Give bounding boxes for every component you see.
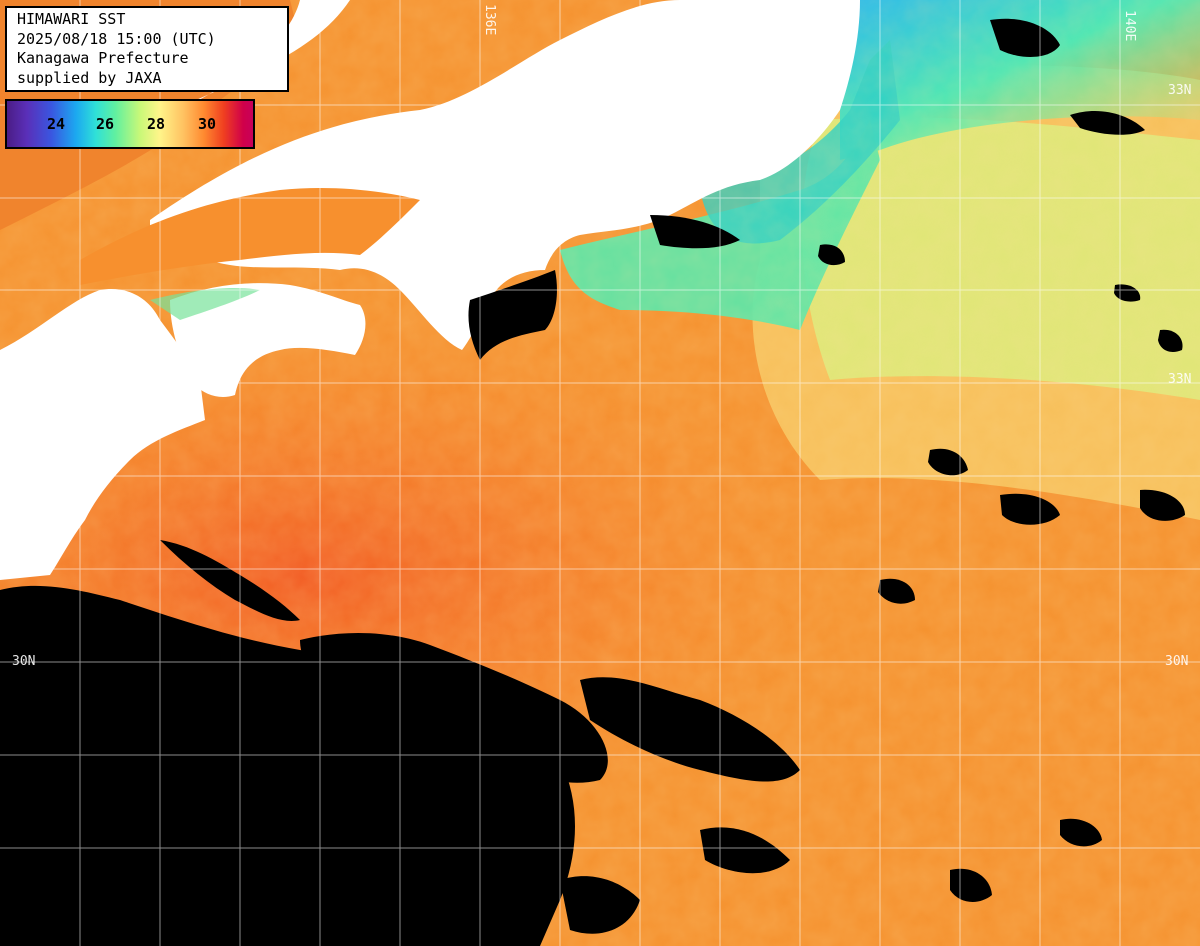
grid-label-33n-top-right: 33N bbox=[1168, 83, 1192, 98]
grid-label-140e: 140E bbox=[1122, 10, 1137, 42]
region-line: Kanagawa Prefecture bbox=[17, 49, 189, 67]
grid-label-30n-left: 30N bbox=[12, 654, 36, 669]
land-honshu bbox=[150, 0, 860, 350]
legend-tick-30: 30 bbox=[198, 115, 217, 133]
grid-label-136e: 136E bbox=[482, 4, 497, 36]
land-kyushu-north bbox=[0, 289, 205, 580]
legend-tick-24: 24 bbox=[47, 115, 66, 133]
grid-label-33n-right: 33N bbox=[1168, 372, 1192, 387]
no-data-clouds bbox=[0, 18, 1185, 946]
japan-sea-land-white bbox=[60, 0, 350, 150]
datetime-line: 2025/08/18 15:00 (UTC) bbox=[17, 29, 216, 48]
credit-line: supplied by JAXA bbox=[17, 68, 162, 87]
setouchi-green bbox=[150, 288, 260, 320]
legend-tick-28: 28 bbox=[147, 115, 166, 133]
land-shikoku bbox=[170, 283, 366, 397]
grid-label-30n-right: 30N bbox=[1165, 654, 1189, 669]
land-osumi bbox=[0, 440, 45, 560]
color-scale-legend: 24 26 28 30 bbox=[5, 99, 255, 149]
info-box: HIMAWARI SST 2025/08/18 15:00 (UTC) Kana… bbox=[5, 6, 289, 92]
seto-inland-sea bbox=[80, 188, 420, 285]
title-line: HIMAWARI SST bbox=[17, 10, 126, 28]
legend-tick-26: 26 bbox=[96, 115, 115, 133]
